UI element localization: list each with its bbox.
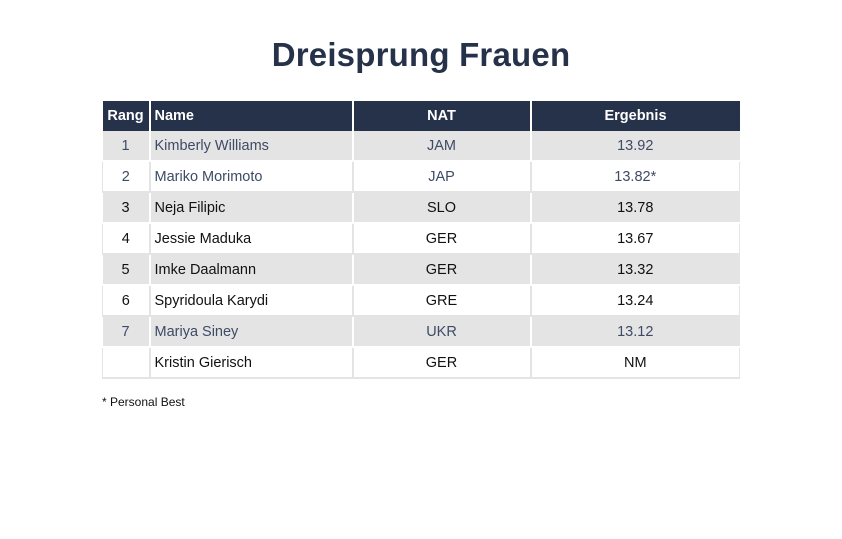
name-cell: Imke Daalmann	[149, 254, 354, 286]
rank-cell: 4	[102, 223, 151, 255]
table-row: 2 Mariko Morimoto JAP 13.82*	[102, 161, 740, 193]
results-table: Rang Name NAT Ergebnis 1 Kimberly William…	[102, 101, 740, 379]
name-cell: Kristin Gierisch	[149, 347, 354, 379]
table-row: 7 Mariya Siney UKR 13.12	[102, 316, 740, 348]
table-row: 6 Spyridoula Karydi GRE 13.24	[102, 285, 740, 317]
rank-cell: 1	[102, 131, 151, 162]
name-cell: Mariya Siney	[149, 316, 354, 348]
rank-cell: 6	[102, 285, 151, 317]
header-rank: Rang	[102, 101, 151, 131]
table-body: 1 Kimberly Williams JAM 13.92 2 Mariko Morimo…	[102, 131, 740, 379]
rank-cell: 5	[102, 254, 151, 286]
header-nat: NAT	[352, 101, 532, 131]
name-cell: Mariko Morimoto	[149, 161, 354, 193]
name-cell: Jessie Maduka	[149, 223, 354, 255]
table-header-row: Rang Name NAT Ergebnis	[102, 101, 740, 131]
result-cell: 13.82*	[530, 161, 740, 193]
result-cell: 13.24	[530, 285, 740, 317]
nat-cell: GER	[352, 223, 532, 255]
rank-cell: 2	[102, 161, 151, 193]
result-cell: 13.92	[530, 131, 740, 162]
nat-cell: SLO	[352, 192, 532, 224]
nat-cell: GRE	[352, 285, 532, 317]
nat-cell: UKR	[352, 316, 532, 348]
table-row: 4 Jessie Maduka GER 13.67	[102, 223, 740, 255]
nat-cell: JAP	[352, 161, 532, 193]
result-cell: NM	[530, 347, 740, 379]
table-row: 3 Neja Filipic SLO 13.78	[102, 192, 740, 224]
rank-cell: 7	[102, 316, 151, 348]
result-cell: 13.32	[530, 254, 740, 286]
table-row: 5 Imke Daalmann GER 13.32	[102, 254, 740, 286]
page-title: Dreisprung Frauen	[271, 36, 571, 73]
result-cell: 13.78	[530, 192, 740, 224]
table-row: 1 Kimberly Williams JAM 13.92	[102, 131, 740, 162]
nat-cell: JAM	[352, 131, 532, 162]
nat-cell: GER	[352, 347, 532, 379]
nat-cell: GER	[352, 254, 532, 286]
name-cell: Neja Filipic	[149, 192, 354, 224]
result-cell: 13.12	[530, 316, 740, 348]
rank-cell: 3	[102, 192, 151, 224]
result-cell: 13.67	[530, 223, 740, 255]
footnote: * Personal Best	[102, 395, 185, 409]
name-cell: Spyridoula Karydi	[149, 285, 354, 317]
header-name: Name	[149, 101, 354, 131]
header-result: Ergebnis	[530, 101, 740, 131]
table-row: Kristin Gierisch GER NM	[102, 347, 740, 379]
rank-cell	[102, 347, 151, 379]
name-cell: Kimberly Williams	[149, 131, 354, 162]
